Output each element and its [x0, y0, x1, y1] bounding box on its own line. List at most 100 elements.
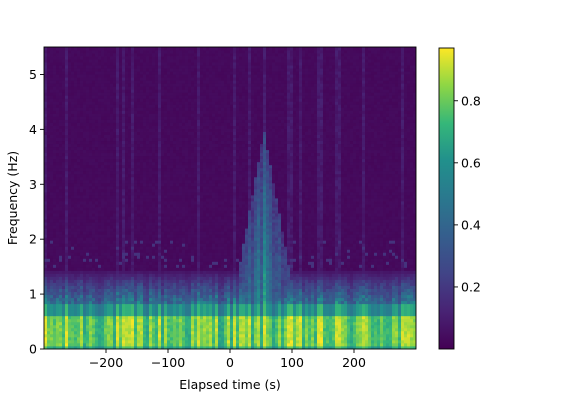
heatmap-cell	[173, 182, 177, 187]
heatmap-cell	[101, 324, 105, 329]
heatmap-cell	[104, 258, 108, 262]
heatmap-cell	[95, 65, 99, 69]
heatmap-cell	[146, 107, 150, 111]
heatmap-cell	[152, 116, 156, 120]
heatmap-cell	[140, 231, 144, 235]
heatmap-cell	[167, 261, 171, 265]
heatmap-cell	[119, 128, 123, 132]
heatmap-cell	[119, 47, 123, 51]
heatmap-cell	[53, 146, 57, 151]
heatmap-cell	[56, 291, 60, 296]
heatmap-cell	[62, 270, 66, 274]
heatmap-cell	[116, 273, 120, 277]
heatmap-cell	[83, 194, 87, 199]
heatmap-cell	[170, 161, 174, 166]
heatmap-cell	[146, 173, 150, 178]
heatmap-cell	[56, 107, 60, 111]
heatmap-cell	[50, 125, 54, 129]
heatmap-cell	[161, 185, 165, 190]
heatmap-cell	[80, 50, 84, 54]
heatmap-cell	[134, 101, 138, 105]
heatmap-cell	[95, 107, 99, 111]
heatmap-cell	[179, 194, 183, 199]
heatmap-cell	[140, 345, 144, 349]
heatmap-cell	[182, 113, 186, 117]
heatmap-cell	[188, 255, 192, 259]
heatmap-cell	[107, 122, 111, 126]
heatmap-cell	[137, 339, 141, 344]
heatmap-cell	[128, 288, 132, 293]
heatmap-cell	[143, 255, 147, 259]
heatmap-cell	[185, 276, 189, 280]
heatmap-cell	[53, 188, 57, 193]
heatmap-cell	[122, 80, 126, 84]
heatmap-cell	[44, 65, 48, 69]
heatmap-cell	[128, 345, 132, 349]
heatmap-cell	[149, 237, 153, 241]
heatmap-cell	[59, 128, 63, 132]
heatmap-cell	[71, 86, 75, 90]
heatmap-cell	[134, 342, 138, 347]
heatmap-cell	[173, 53, 177, 57]
heatmap-cell	[164, 62, 168, 66]
heatmap-cell	[53, 204, 57, 208]
heatmap-cell	[98, 240, 102, 244]
heatmap-cell	[89, 140, 93, 145]
heatmap-cell	[68, 149, 72, 154]
heatmap-cell	[62, 321, 66, 326]
heatmap-cell	[128, 207, 132, 211]
heatmap-cell	[185, 249, 189, 253]
heatmap-cell	[167, 219, 171, 223]
heatmap-cell	[101, 213, 105, 217]
heatmap-cell	[59, 101, 63, 105]
heatmap-cell	[182, 137, 186, 142]
heatmap-cell	[56, 74, 60, 78]
heatmap-cell	[137, 312, 141, 317]
heatmap-cell	[146, 128, 150, 132]
heatmap-cell	[50, 249, 54, 253]
heatmap-cell	[101, 104, 105, 108]
heatmap-cell	[146, 198, 150, 202]
heatmap-cell	[149, 330, 153, 335]
heatmap-cell	[101, 188, 105, 193]
heatmap-cell	[53, 182, 57, 187]
heatmap-cell	[143, 107, 147, 111]
heatmap-cell	[191, 191, 195, 196]
heatmap-cell	[62, 327, 66, 332]
heatmap-cell	[95, 240, 99, 244]
heatmap-cell	[53, 261, 57, 265]
heatmap-cell	[101, 59, 105, 63]
heatmap-cell	[131, 80, 135, 84]
heatmap-cell	[173, 149, 177, 154]
heatmap-cell	[167, 116, 171, 120]
heatmap-cell	[173, 261, 177, 265]
heatmap-cell	[113, 188, 117, 193]
heatmap-cell	[86, 56, 90, 60]
heatmap-cell	[191, 309, 195, 314]
heatmap-cell	[164, 185, 168, 190]
heatmap-cell	[107, 173, 111, 178]
heatmap-cell	[143, 95, 147, 99]
heatmap-cell	[125, 185, 129, 190]
heatmap-cell	[167, 231, 171, 235]
heatmap-cell	[146, 261, 150, 265]
heatmap-cell	[107, 213, 111, 217]
heatmap-cell	[65, 146, 69, 151]
heatmap-cell	[128, 86, 132, 90]
heatmap-cell	[173, 50, 177, 54]
heatmap-cell	[44, 62, 48, 66]
heatmap-cell	[188, 68, 192, 72]
heatmap-cell	[86, 207, 90, 211]
heatmap-cell	[92, 339, 96, 344]
heatmap-cell	[173, 77, 177, 81]
heatmap-cell	[149, 95, 153, 99]
heatmap-cell	[179, 158, 183, 163]
heatmap-cell	[119, 122, 123, 126]
heatmap-cell	[128, 285, 132, 289]
heatmap-cell	[68, 59, 72, 63]
heatmap-cell	[173, 219, 177, 223]
heatmap-cell	[53, 143, 57, 148]
heatmap-cell	[62, 210, 66, 214]
heatmap-cell	[164, 315, 168, 320]
heatmap-cell	[173, 89, 177, 93]
